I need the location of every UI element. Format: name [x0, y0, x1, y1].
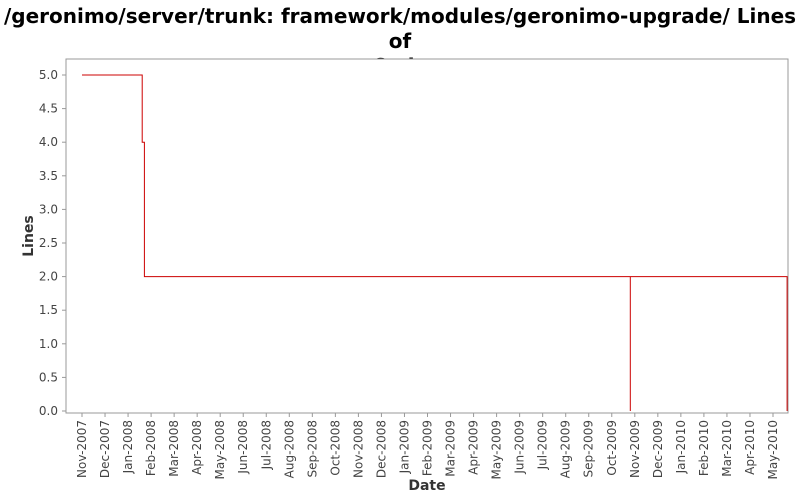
x-tick-label: Jul-2009: [536, 420, 550, 470]
x-tick-label: Mar-2010: [720, 420, 734, 477]
x-axis-label: Date: [408, 478, 445, 494]
x-tick-label: Apr-2008: [190, 420, 204, 475]
x-tick-label: Apr-2009: [467, 420, 481, 475]
y-tick-label: 1.0: [39, 337, 58, 351]
x-tick-label: May-2010: [766, 420, 780, 479]
x-tick-label: Nov-2007: [75, 420, 89, 478]
x-tick-label: Sep-2008: [305, 420, 319, 478]
x-tick-label: Oct-2008: [328, 420, 342, 476]
x-tick-label: Sep-2009: [582, 420, 596, 478]
plot-area: [65, 58, 789, 414]
x-tick-label: May-2008: [213, 420, 227, 479]
y-tick-label: 0.5: [39, 370, 58, 384]
x-tick-label: Jul-2008: [259, 420, 273, 470]
x-tick-label: Mar-2009: [444, 420, 458, 477]
x-tick-label: Jan-2008: [121, 420, 135, 474]
y-tick-label: 3.5: [39, 169, 58, 183]
y-tick-label: 2.5: [39, 236, 58, 250]
y-tick-label: 1.5: [39, 303, 58, 317]
x-tick-label: Jun-2008: [236, 420, 250, 475]
x-tick-label: May-2009: [490, 420, 504, 479]
x-tick-label: Aug-2009: [559, 420, 573, 478]
y-tick-label: 4.5: [39, 102, 58, 116]
x-tick-label: Mar-2008: [167, 420, 181, 477]
x-tick-label: Oct-2009: [605, 420, 619, 476]
x-tick-label: Jun-2009: [513, 420, 527, 475]
x-tick-label: Feb-2009: [421, 420, 435, 476]
chart-title-line-1: /geronimo/server/trunk: framework/module…: [3, 4, 797, 53]
x-tick-label: Feb-2008: [144, 420, 158, 476]
x-axis: Nov-2007 Dec-2007 Jan-2008 Feb-2008 Mar-2008…: [75, 413, 780, 479]
x-tick-label: Aug-2008: [282, 420, 296, 478]
x-tick-label: Nov-2008: [351, 420, 365, 478]
y-axis: 0.0 0.5 1.0 1.5 2.0 2.5 3.0 3.5 4.0 4.5 5.0: [39, 68, 66, 418]
x-tick-label: Jan-2009: [397, 420, 411, 474]
y-tick-label: 5.0: [39, 68, 58, 82]
x-tick-label: Dec-2007: [98, 420, 112, 478]
x-tick-label: Dec-2009: [651, 420, 665, 478]
series-line: [82, 74, 788, 411]
y-tick-label: 0.0: [39, 404, 58, 418]
x-tick-label: Apr-2010: [743, 420, 757, 475]
x-tick-label: Nov-2009: [628, 420, 642, 478]
x-tick-label: Dec-2008: [374, 420, 388, 478]
y-tick-label: 3.0: [39, 202, 58, 216]
x-tick-label: Feb-2010: [697, 420, 711, 476]
y-axis-label: Lines: [21, 215, 37, 257]
x-tick-label: Jan-2010: [674, 420, 688, 474]
y-tick-label: 4.0: [39, 135, 58, 149]
y-tick-label: 2.0: [39, 270, 58, 284]
